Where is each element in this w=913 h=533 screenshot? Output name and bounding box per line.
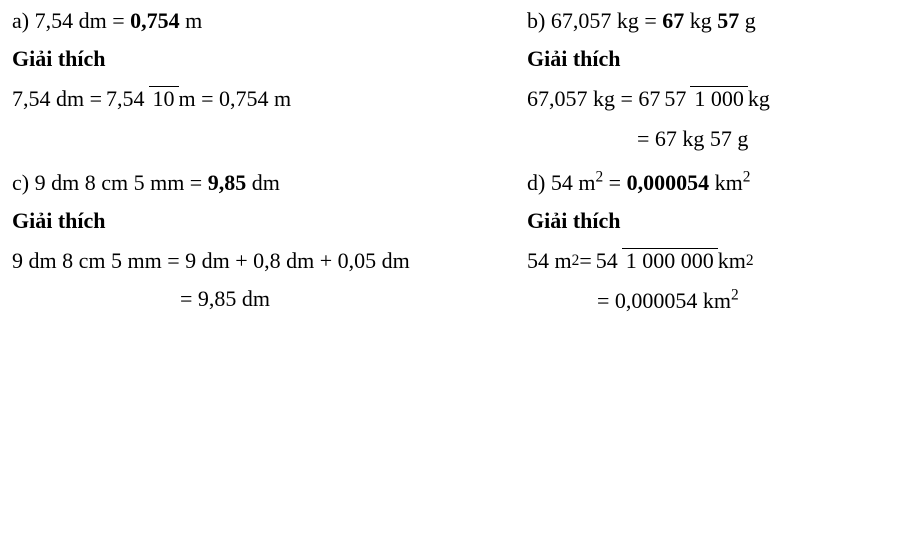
- heading-d: Giải thích: [527, 208, 891, 234]
- work-b-line1: 67,057 kg = 67 57 1 000 kg: [527, 86, 891, 112]
- problem-a-suffix: m: [180, 8, 203, 33]
- problem-d-suffix: km: [709, 170, 743, 195]
- heading-b: Giải thích: [527, 46, 891, 72]
- problem-c-answer: 9,85: [208, 170, 247, 195]
- frac-d-num: 54: [592, 249, 622, 273]
- problem-b-answer1: 67: [662, 8, 684, 33]
- frac-b-den: 1 000: [690, 86, 748, 111]
- fraction-b: 57 1 000: [660, 86, 748, 111]
- heading-a: Giải thích: [12, 46, 517, 72]
- content-grid: a) 7,54 dm = 0,754 m Giải thích 7,54 dm …: [12, 8, 901, 326]
- problem-b-line: b) 67,057 kg = 67 kg 57 g: [527, 8, 891, 34]
- sup-2-2: 2: [743, 169, 751, 186]
- frac-a-den: 10: [149, 86, 179, 111]
- problem-a: a) 7,54 dm = 0,754 m Giải thích 7,54 dm …: [12, 8, 527, 164]
- work-d-suffix: km2: [718, 248, 754, 274]
- problem-c-prefix: c) 9 dm 8 cm 5 mm =: [12, 170, 208, 195]
- work-d-result: = 0,000054 km2: [527, 288, 891, 314]
- work-a: 7,54 dm = 7,54 10 m = 0,754 m: [12, 86, 517, 112]
- sup-2-5: 2: [731, 287, 739, 304]
- frac-d-den: 1 000 000: [622, 248, 718, 273]
- work-d-line1: 54 m2 = 54 1 000 000 km2: [527, 248, 891, 274]
- problem-d-prefix: d) 54 m: [527, 170, 595, 195]
- problem-c: c) 9 dm 8 cm 5 mm = 9,85 dm Giải thích 9…: [12, 164, 527, 326]
- frac-b-num: 57: [660, 87, 690, 111]
- problem-b: b) 67,057 kg = 67 kg 57 g Giải thích 67,…: [527, 8, 901, 164]
- problem-a-prefix: a) 7,54 dm =: [12, 8, 130, 33]
- problem-b-answer2: 57: [717, 8, 739, 33]
- problem-b-prefix: b) 67,057 kg =: [527, 8, 662, 33]
- work-a-prefix: 7,54 dm =: [12, 86, 102, 112]
- fraction-a: 7,54 10: [102, 86, 179, 111]
- work-b-result: = 67 kg 57 g: [527, 126, 891, 152]
- fraction-d: 54 1 000 000: [592, 248, 718, 273]
- work-a-mid: m = 0,754 m: [179, 86, 292, 112]
- work-d-prefix: 54 m2 =: [527, 248, 592, 274]
- problem-d-line: d) 54 m2 = 0,000054 km2: [527, 170, 891, 196]
- problem-c-suffix: dm: [246, 170, 280, 195]
- problem-b-mid: kg: [684, 8, 717, 33]
- problem-b-suffix: g: [739, 8, 756, 33]
- work-c-line1: 9 dm 8 cm 5 mm = 9 dm + 0,8 dm + 0,05 dm: [12, 248, 517, 274]
- problem-d-answer: 0,000054: [627, 170, 710, 195]
- work-b-suffix: kg: [748, 86, 770, 112]
- work-b-prefix: 67,057 kg = 67: [527, 86, 660, 112]
- problem-c-line: c) 9 dm 8 cm 5 mm = 9,85 dm: [12, 170, 517, 196]
- problem-d-mid: =: [603, 170, 626, 195]
- heading-c: Giải thích: [12, 208, 517, 234]
- work-c-line2: = 9,85 dm: [12, 286, 517, 312]
- problem-a-answer: 0,754: [130, 8, 180, 33]
- frac-a-num: 7,54: [102, 87, 149, 111]
- sup-2-1: 2: [595, 169, 603, 186]
- problem-d: d) 54 m2 = 0,000054 km2 Giải thích 54 m2…: [527, 164, 901, 326]
- problem-a-line: a) 7,54 dm = 0,754 m: [12, 8, 517, 34]
